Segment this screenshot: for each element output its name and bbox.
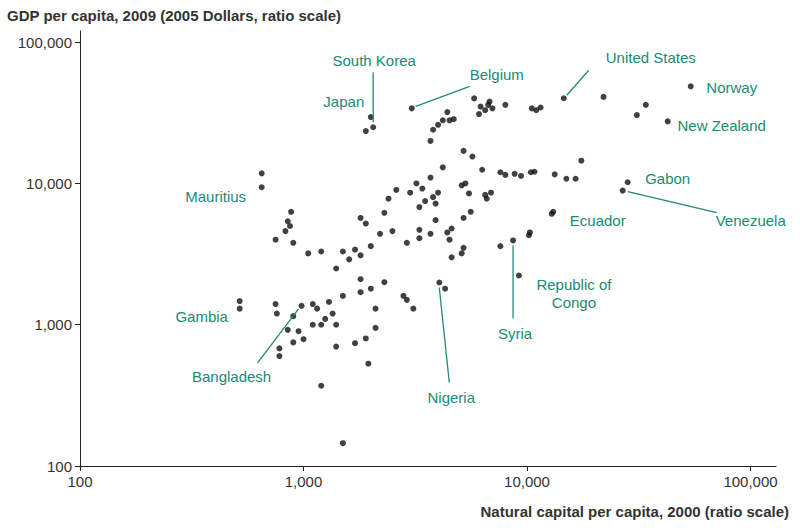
svg-text:100,000: 100,000 [723,473,777,490]
svg-text:United States: United States [606,49,696,66]
svg-text:South Korea: South Korea [332,52,416,69]
svg-text:Venezuela: Venezuela [716,212,787,229]
svg-text:Gambia: Gambia [175,308,228,325]
svg-text:Syria: Syria [498,325,533,342]
svg-text:Natural capital per capita, 20: Natural capital per capita, 2000 (ratio … [481,503,789,520]
svg-text:Congo: Congo [552,294,596,311]
svg-text:GDP per capita, 2009 (2005 Dol: GDP per capita, 2009 (2005 Dollars, rati… [7,7,341,24]
svg-text:Republic of: Republic of [536,276,612,293]
svg-text:Belgium: Belgium [470,66,524,83]
svg-text:Nigeria: Nigeria [428,389,476,406]
svg-text:Norway: Norway [706,79,757,96]
svg-text:10,000: 10,000 [26,175,72,192]
svg-text:100: 100 [47,458,72,475]
svg-text:100: 100 [67,473,92,490]
svg-text:Japan: Japan [323,93,364,110]
svg-text:10,000: 10,000 [504,473,550,490]
svg-text:New Zealand: New Zealand [678,117,766,134]
svg-text:Bangladesh: Bangladesh [192,368,271,385]
svg-text:Mauritius: Mauritius [185,188,246,205]
svg-text:Ecuador: Ecuador [570,212,626,229]
svg-text:1,000: 1,000 [285,473,323,490]
svg-text:Gabon: Gabon [645,170,690,187]
svg-text:1,000: 1,000 [34,316,72,333]
svg-text:100,000: 100,000 [18,34,72,51]
